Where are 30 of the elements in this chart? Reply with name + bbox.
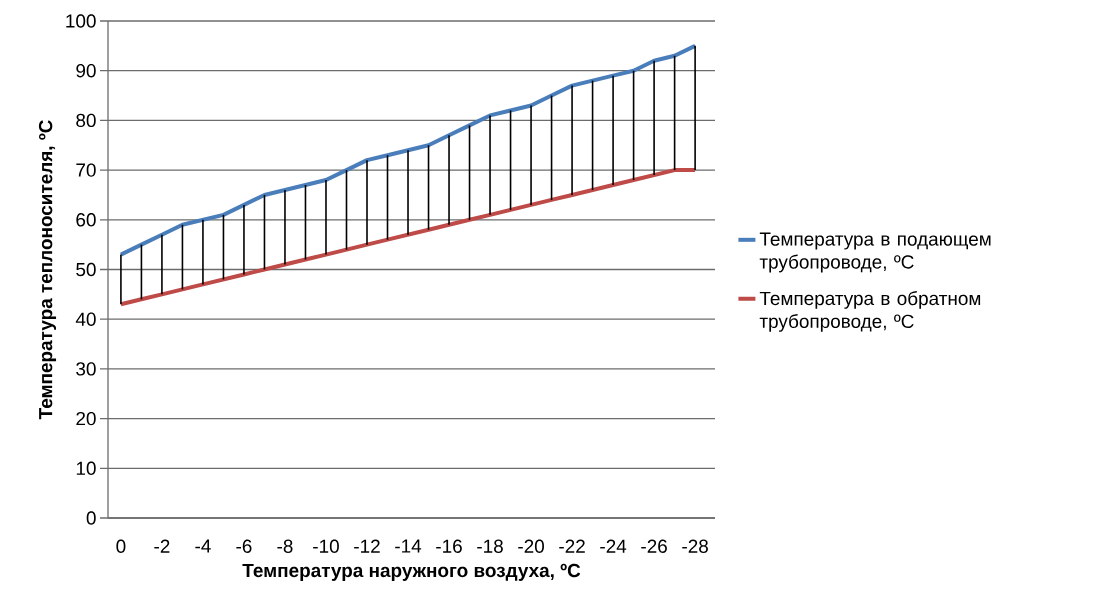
legend-label: Температура в обратном трубопроводе, ºС bbox=[759, 291, 981, 332]
legend-label: Температура в подающем трубопроводе, ºС bbox=[759, 232, 991, 273]
y-tick-label: 100 bbox=[66, 14, 96, 28]
x-tick-label: -10 bbox=[313, 539, 339, 553]
y-tick-label: 80 bbox=[76, 113, 96, 128]
x-tick-label: -18 bbox=[477, 539, 503, 553]
y-tick-label: 10 bbox=[76, 461, 96, 475]
x-tick-label: -2 bbox=[154, 539, 170, 553]
x-tick-label: -12 bbox=[354, 539, 380, 553]
y-tick-label: 60 bbox=[76, 213, 96, 227]
x-tick-label: -28 bbox=[682, 539, 708, 553]
y-tick-label: 50 bbox=[76, 262, 96, 277]
x-tick-label: -8 bbox=[277, 539, 293, 553]
y-tick-label: 40 bbox=[75, 312, 96, 326]
x-tick-label: -6 bbox=[236, 539, 252, 553]
x-axis-title: Температура наружного воздуха, ºС bbox=[242, 563, 581, 581]
x-tick-label: -22 bbox=[559, 539, 585, 553]
y-tick-label: 90 bbox=[76, 63, 96, 78]
y-tick-label: 30 bbox=[76, 362, 96, 376]
x-tick-label: -4 bbox=[195, 539, 211, 553]
y-axis-title: Температура теплоносителя, ºС bbox=[38, 120, 57, 420]
y-tick-label: 20 bbox=[76, 411, 96, 426]
x-tick-label: -14 bbox=[395, 539, 422, 553]
y-tick-label: 0 bbox=[86, 511, 96, 525]
x-tick-label: 0 bbox=[116, 539, 126, 553]
x-tick-label: -16 bbox=[436, 539, 462, 553]
y-tick-label: 70 bbox=[76, 163, 96, 177]
x-tick-label: -20 bbox=[518, 539, 544, 553]
x-tick-label: -26 bbox=[641, 539, 667, 553]
x-tick-label: -24 bbox=[600, 539, 627, 553]
